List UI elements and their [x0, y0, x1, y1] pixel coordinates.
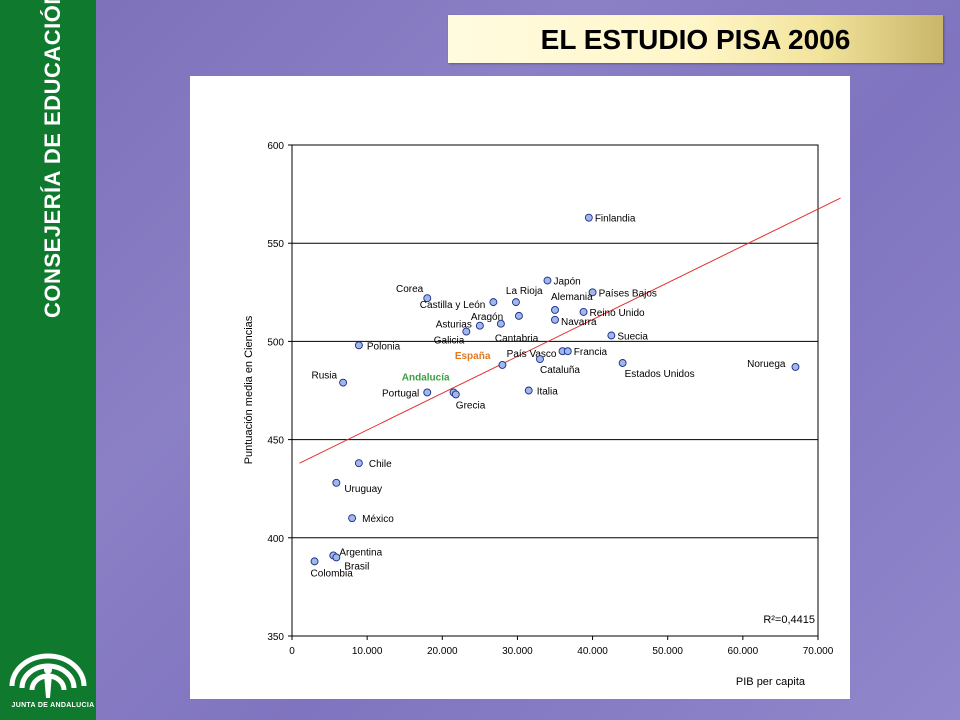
- data-point: [618, 359, 627, 367]
- y-axis-ticks: 350 400 450 500 550 600: [267, 141, 292, 643]
- data-point: [354, 341, 363, 350]
- data-point: [791, 362, 800, 371]
- x-tick-label: 0: [289, 646, 295, 657]
- data-point: [588, 288, 597, 297]
- y-tick-label: 350: [267, 632, 284, 643]
- point-label: Noruega: [747, 359, 786, 370]
- point-label: Colombia: [311, 568, 354, 579]
- title-banner: EL ESTUDIO PISA 2006: [448, 15, 943, 63]
- y-tick-label: 450: [267, 436, 284, 447]
- r2-label: R²=0,4415: [763, 614, 815, 626]
- x-tick-label: 30.000: [502, 646, 533, 657]
- data-point: [579, 307, 588, 316]
- data-point: [514, 311, 523, 320]
- point-label: Japón: [553, 277, 580, 288]
- data-point: [423, 294, 432, 303]
- x-tick-label: 70.000: [803, 646, 834, 657]
- x-tick-label: 60.000: [728, 646, 759, 657]
- data-point: [348, 514, 357, 523]
- data-point: [451, 390, 460, 399]
- point-label: Uruguay: [344, 484, 382, 495]
- point-label: Andalucía: [402, 372, 450, 383]
- point-label: Galicia: [434, 336, 465, 347]
- point-label: Estados Unidos: [625, 369, 695, 380]
- junta-emblem-icon: [9, 653, 87, 698]
- data-point: [310, 557, 319, 566]
- data-point: [511, 298, 520, 307]
- x-axis-ticks: 0 10.000 20.000 30.000 40.000 50.000 60.000 70.…: [289, 636, 834, 657]
- data-point: [498, 361, 507, 369]
- brand: CONSEJERÍA DE EDUCACIÓN: [32, 0, 72, 318]
- point-label: Argentina: [339, 547, 382, 558]
- data-point: [524, 386, 533, 395]
- data-point: [423, 388, 432, 397]
- point-label: Francia: [574, 347, 608, 358]
- data-point: [607, 331, 616, 340]
- data-point: [563, 347, 572, 356]
- point-label: Cantabria: [495, 334, 539, 345]
- point-label: Navarra: [561, 317, 597, 328]
- x-tick-label: 20.000: [427, 646, 458, 657]
- y-tick-label: 550: [267, 239, 284, 250]
- x-tick-label: 50.000: [652, 646, 683, 657]
- x-tick-label: 40.000: [577, 646, 608, 657]
- data-point: [551, 306, 559, 314]
- data-point: [496, 319, 505, 328]
- x-axis-label: PIB per capita: [736, 676, 806, 688]
- data-point: [489, 298, 498, 307]
- point-label: País Vasco: [507, 349, 557, 360]
- data-point: [339, 378, 348, 387]
- x-tick-label: 10.000: [352, 646, 383, 657]
- data-points: Finlandia Japón Países Bajos Corea La Rioja C…: [310, 213, 800, 579]
- plot-area-frame: [291, 144, 819, 637]
- data-point: [462, 327, 471, 336]
- y-tick-label: 600: [267, 141, 284, 152]
- point-label: México: [362, 514, 394, 525]
- data-point: [551, 315, 559, 324]
- junta-logo: JUNTA DE ANDALUCIA: [6, 644, 94, 714]
- logo-text: JUNTA DE ANDALUCIA: [11, 702, 95, 709]
- data-point: [354, 459, 363, 468]
- point-label: Cataluña: [540, 365, 580, 376]
- point-label: Portugal: [382, 388, 419, 399]
- sidebar: CONSEJERÍA DE EDUCACIÓN JUNTA DE ANDALUC…: [0, 0, 96, 720]
- brand-text: CONSEJERÍA DE EDUCACIÓN: [40, 0, 65, 318]
- point-label: Grecia: [456, 400, 486, 411]
- scatter-chart: 350 400 450 500 550 600 0 10.000 20.000 30.000 40…: [243, 141, 841, 688]
- point-label: España: [455, 351, 491, 362]
- point-label: Países Bajos: [599, 288, 657, 299]
- page-title: EL ESTUDIO PISA 2006: [540, 24, 851, 55]
- chart-panel: 350 400 450 500 550 600 0 10.000 20.000 30.000 40…: [190, 76, 850, 699]
- point-label: Suecia: [617, 332, 648, 343]
- point-label: Reino Unido: [590, 308, 645, 319]
- point-label: Brasil: [344, 561, 369, 572]
- data-point: [332, 553, 341, 562]
- point-label: Castilla y León: [420, 300, 486, 311]
- point-label: Rusia: [312, 371, 338, 382]
- trendline: [299, 197, 841, 464]
- data-point: [584, 213, 593, 222]
- data-point: [543, 276, 552, 285]
- point-label: Polonia: [367, 341, 401, 352]
- point-label: Alemania: [551, 292, 593, 303]
- grid-lines: [292, 242, 818, 539]
- y-tick-label: 500: [267, 337, 284, 348]
- point-label: Italia: [537, 387, 559, 398]
- data-point: [536, 355, 544, 364]
- point-label: Chile: [369, 459, 392, 470]
- point-label: Aragón: [471, 312, 503, 323]
- point-label: Corea: [396, 284, 424, 295]
- point-label: Finlandia: [595, 214, 636, 225]
- y-axis-label: Puntuación media en Ciencias: [243, 315, 255, 464]
- data-point: [332, 478, 341, 487]
- point-label: La Rioja: [506, 286, 543, 297]
- y-tick-label: 400: [267, 534, 284, 545]
- point-label: Asturias: [436, 320, 472, 331]
- data-point: [475, 321, 484, 330]
